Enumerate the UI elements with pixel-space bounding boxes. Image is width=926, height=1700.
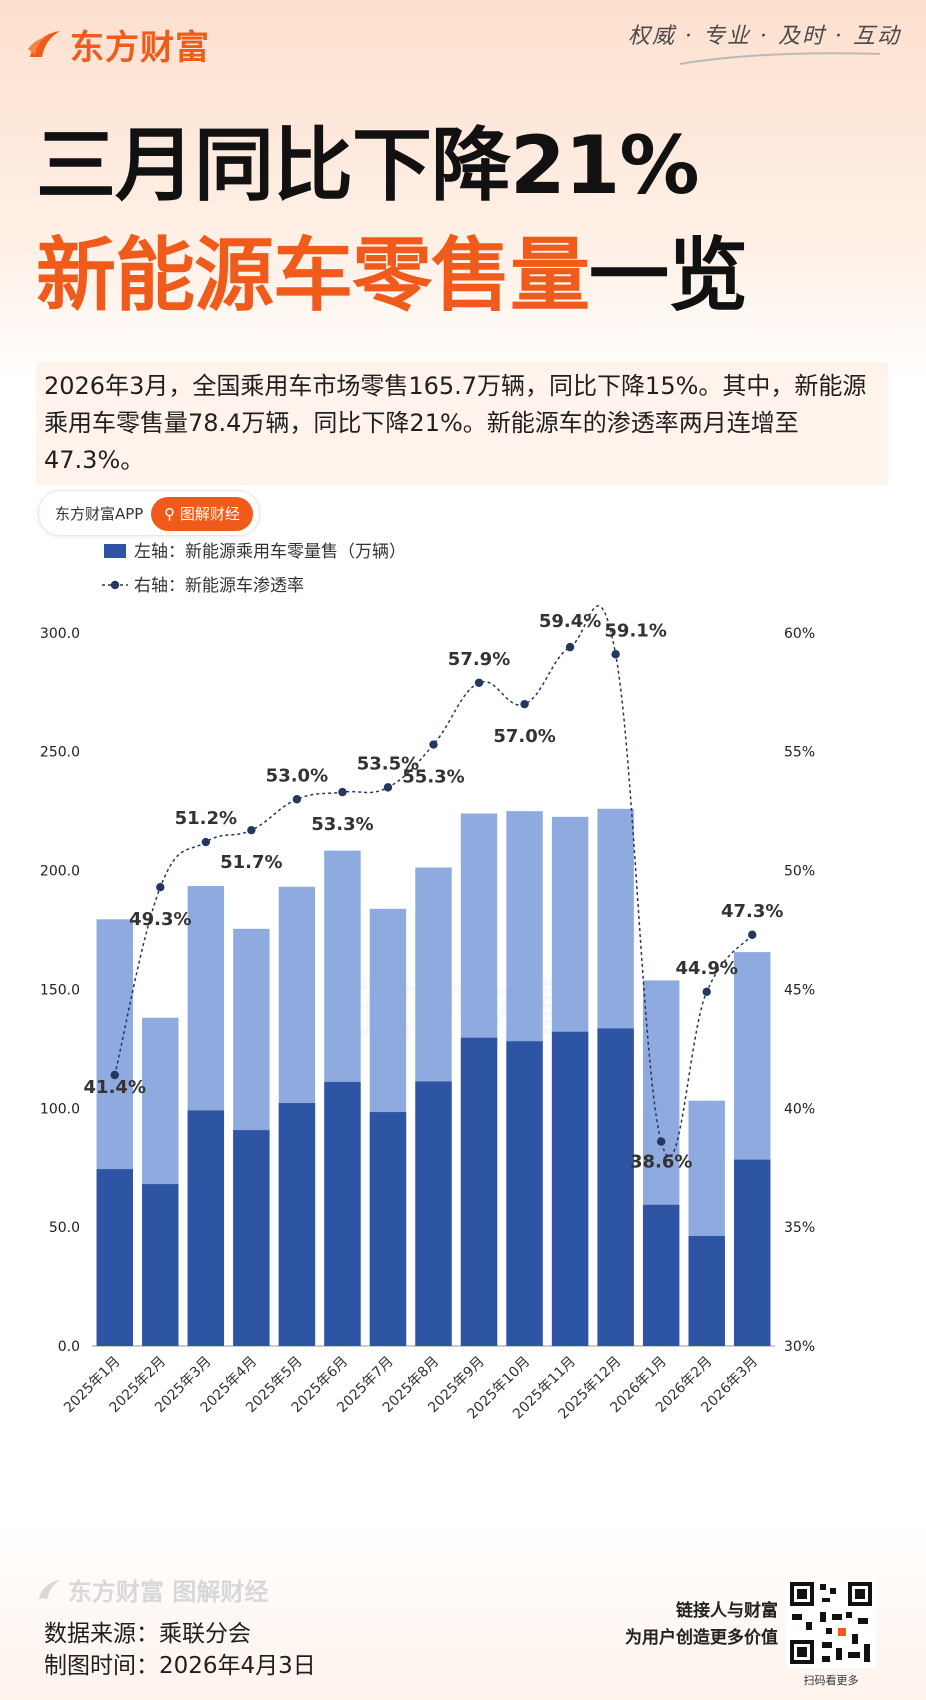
rate-data-label: 38.6% [630,1152,692,1173]
rate-data-label: 51.7% [220,852,282,873]
bar-nev-retail [369,1112,407,1346]
bar-nev-retail [415,1081,452,1346]
bar-nev-retail [551,1031,589,1346]
penetration-rate-point [292,795,302,804]
legend-label-nev: 左轴：新能源乘用车零量售（万辆） [134,542,406,562]
category-tag[interactable]: ⚲ 图解财经 [151,497,253,531]
sales-chart: 东方财富 0.050.0100.0150.0200.0250.0300.0350… [40,507,815,1422]
rate-data-label: 41.4% [84,1077,146,1098]
footer-logo-icon [38,1579,61,1599]
rate-data-label: 59.1% [604,620,666,641]
title-rest: 一览 [589,229,748,322]
penetration-rate-point [429,740,438,749]
footer-slogan-line2: 为用户创造更多价值 [625,1628,778,1648]
brand-header: 东方财富 [26,20,210,69]
date-line: 制图时间：2026年4月3日 [44,1653,316,1679]
penetration-rate-point [110,1070,119,1080]
y-right-tick-label: 40% [784,1101,815,1117]
legend-label-line: 右轴：新能源车渗透率 [134,576,304,596]
rate-data-label: 53.5% [357,753,419,774]
bar-nev-retail [233,1130,270,1346]
bar-nev-retail [278,1103,316,1346]
qr-caption: 扫码看更多 [803,1674,859,1687]
y-right-tick-label: 55% [784,745,815,761]
penetration-rate-point [565,642,575,652]
penetration-rate-point [156,883,165,892]
y-left-tick-label: 200.0 [40,864,80,880]
bar-nev-retail [460,1037,498,1346]
bar-nev-retail [506,1041,543,1346]
rate-data-label: 55.3% [402,767,464,788]
penetration-rate-point [611,650,620,659]
qr-code-icon[interactable] [786,1578,876,1668]
legend-swatch-point [110,580,120,590]
y-left-tick-label: 50.0 [49,1220,80,1236]
page-title-line1: 三月同比下降21% [36,119,699,212]
penetration-rate-point [520,699,529,709]
y-right-tick-label: 50% [784,864,815,880]
bar-nev-retail [96,1169,133,1346]
rate-data-label: 53.0% [266,765,328,786]
y-right-tick-label: 35% [784,1220,815,1236]
legend-swatch-nev [104,544,126,558]
bar-nev-retail [688,1235,725,1346]
penetration-rate-point [474,678,484,687]
brand-name: 东方财富 [70,28,210,68]
category-tag-label: 图解财经 [179,505,240,523]
footer-slogan: 链接人与财富 为用户创造更多价值 [600,1598,778,1652]
bar-nev-retail [734,1159,771,1346]
slogan-swoosh-icon [680,52,880,65]
rate-data-label: 44.9% [675,958,737,979]
chart-container: 东方财富 0.050.0100.0150.0200.0250.0300.0350… [0,507,926,1520]
rate-data-label: 57.9% [448,649,510,670]
bar-nev-retail [324,1081,361,1346]
data-source: 数据来源：乘联分会 制图时间：2026年4月3日 [44,1618,316,1682]
y-left-tick-label: 100.0 [40,1101,80,1117]
slogan: 权威 · 专业 · 及时 · 互动 [628,24,901,49]
intro-paragraph: 2026年3月，全国乘用车市场零售165.7万辆，同比下降15%。其中，新能源乘… [36,362,888,485]
rate-data-label: 49.3% [129,909,191,930]
penetration-rate-point [702,987,711,997]
app-pill[interactable]: 东方财富APP ⚲ 图解财经 [38,490,260,536]
title-accent: 新能源车零售量 [36,229,590,322]
y-left-tick-label: 250.0 [40,745,80,761]
page-title-line2: 新能源车零售量一览 [36,228,748,324]
bar-nev-retail [187,1110,225,1346]
y-right-tick-label: 45% [784,982,815,998]
penetration-rate-point [247,825,256,835]
footer-logo-text: 东方财富 图解财经 [68,1578,269,1606]
y-right-tick-label: 60% [784,626,815,642]
rate-data-label: 57.0% [493,726,555,747]
penetration-rate-point [201,837,211,847]
penetration-rate-point [748,930,757,939]
footer-slogan-line1: 链接人与财富 [676,1601,778,1621]
rate-data-label: 53.3% [311,814,373,835]
rate-data-label: 47.3% [721,901,783,922]
bar-nev-retail [642,1204,680,1346]
source-line: 数据来源：乘联分会 [44,1621,251,1647]
y-left-tick-label: 150.0 [40,982,80,998]
footer-logo: 东方财富 图解财经 [36,1572,268,1607]
penetration-rate-point [656,1137,666,1146]
rate-data-label: 51.2% [175,808,237,829]
y-left-tick-label: 0.0 [58,1339,80,1355]
penetration-rate-point [338,787,347,797]
search-icon: ⚲ [164,505,180,523]
penetration-rate-point [383,783,393,792]
rate-data-label: 59.4% [539,611,601,632]
app-name: 东方财富APP [55,505,144,523]
bar-nev-retail [597,1028,634,1346]
bar-nev-retail [142,1184,179,1346]
y-left-tick-label: 300.0 [40,626,80,642]
y-right-tick-label: 30% [784,1339,815,1355]
brand-logo-icon [28,30,60,57]
penetration-rate-line [114,605,753,1158]
